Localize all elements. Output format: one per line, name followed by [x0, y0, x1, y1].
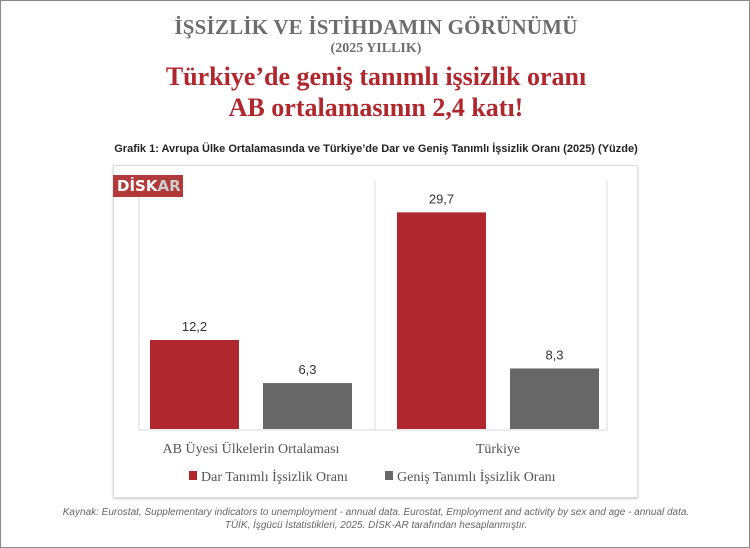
chart-frame	[113, 165, 638, 498]
data-label: 29,7	[429, 191, 454, 206]
category-label: AB Üyesi Ülkelerin Ortalaması	[163, 440, 340, 457]
headline-line-2: AB ortalamasının 2,4 katı!	[228, 93, 524, 122]
headline: Türkiye’de geniş tanımlı işsizlik oranı …	[1, 61, 749, 123]
category-label: Türkiye	[476, 442, 520, 457]
report-subtitle: (2025 YILLIK)	[330, 41, 422, 56]
chart-title: Grafik 1: Avrupa Ülke Ortalamasında ve T…	[114, 143, 638, 155]
headline-line-1: Türkiye’de geniş tanımlı işsizlik oranı	[165, 62, 587, 91]
data-label: 12,2	[182, 319, 207, 334]
bar	[397, 212, 486, 429]
legend-label: Geniş Tanımlı İşsizlik Oranı	[397, 469, 556, 485]
source-line-2: TÜİK, İşgücü İstatistikleri, 2025. DİSK-…	[224, 520, 528, 531]
data-label: 8,3	[545, 347, 563, 362]
source-line-1: Kaynak: Eurostat, Supplementary indicato…	[62, 507, 690, 518]
legend-swatch	[385, 471, 393, 480]
bar	[510, 368, 599, 429]
report-title: İŞSİZLİK VE İSTİHDAMIN GÖRÜNÜMÜ	[174, 15, 578, 39]
legend-label: Dar Tanımlı İşsizlik Oranı	[201, 469, 348, 485]
bar	[263, 383, 352, 429]
legend-swatch	[189, 471, 197, 480]
bar	[150, 340, 239, 429]
source-note: Kaynak: Eurostat, Supplementary indicato…	[1, 506, 749, 532]
diskar-logo: DİSKAR	[113, 175, 183, 197]
data-label: 6,3	[298, 362, 316, 377]
